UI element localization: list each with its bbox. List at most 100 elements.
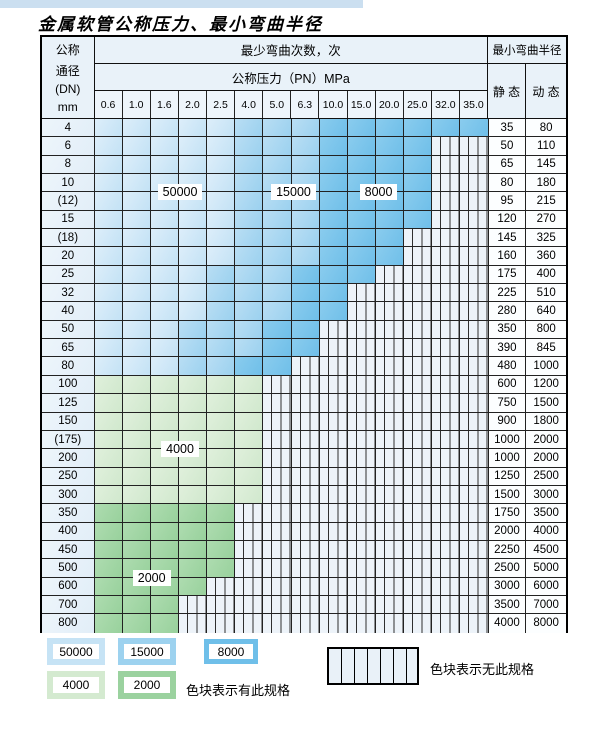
spec-color-cell bbox=[207, 412, 236, 430]
no-spec-hatch-cell bbox=[235, 504, 264, 522]
no-spec-hatch-cell bbox=[347, 485, 377, 504]
no-spec-hatch-cell bbox=[291, 394, 320, 412]
dn-cell: (18) bbox=[42, 229, 95, 247]
static-radius-cell: 480 bbox=[488, 357, 527, 375]
no-spec-hatch-cell bbox=[460, 265, 488, 284]
spec-color-cell bbox=[347, 155, 377, 174]
no-spec-hatch-cell bbox=[263, 504, 292, 522]
no-spec-hatch-cell bbox=[291, 412, 320, 430]
dynamic-radius-cell: 640 bbox=[526, 302, 566, 320]
spec-color-cell bbox=[94, 155, 123, 174]
dn-cell: 250 bbox=[42, 467, 95, 485]
no-spec-hatch-cell bbox=[319, 320, 348, 339]
spec-color-cell bbox=[150, 265, 180, 284]
spec-color-cell bbox=[207, 137, 236, 155]
no-spec-hatch-cell bbox=[404, 320, 433, 339]
spec-color-cell bbox=[179, 394, 208, 412]
table-row: 400 2000 4000 bbox=[42, 522, 566, 541]
no-spec-hatch-cell bbox=[432, 394, 461, 412]
spec-color-cell bbox=[291, 229, 320, 247]
no-spec-hatch-cell bbox=[432, 467, 461, 485]
table-row: 10 80 180 bbox=[42, 174, 566, 193]
no-spec-hatch-cell bbox=[404, 449, 433, 467]
spec-color-cell bbox=[150, 449, 180, 467]
spec-color-cell bbox=[319, 119, 348, 137]
radius-header: 最小弯曲半径 bbox=[488, 37, 566, 64]
spec-color-cell bbox=[347, 137, 377, 155]
spec-color-cell bbox=[122, 265, 151, 284]
no-spec-hatch-cell bbox=[376, 394, 405, 412]
spec-color-cell bbox=[179, 449, 208, 467]
spec-color-cell bbox=[207, 284, 236, 302]
dynamic-radius-cell: 80 bbox=[526, 119, 566, 137]
no-spec-hatch-cell bbox=[347, 467, 377, 485]
no-spec-hatch-cell bbox=[432, 357, 461, 375]
spec-color-cell bbox=[122, 375, 151, 394]
table-row: 8 65 145 bbox=[42, 155, 566, 175]
dn-cell: 400 bbox=[42, 522, 95, 540]
scan-artifact-strip bbox=[0, 0, 363, 8]
spec-color-cell bbox=[263, 247, 292, 265]
spec-color-cell bbox=[207, 339, 236, 357]
spec-color-cell bbox=[207, 485, 236, 504]
table-row: 800 4000 8000 bbox=[42, 614, 566, 633]
spec-color-cell bbox=[150, 577, 180, 595]
no-spec-hatch-cell bbox=[319, 577, 348, 595]
spec-color-cell bbox=[235, 174, 264, 192]
spec-color-cell bbox=[150, 522, 180, 540]
no-spec-hatch-cell bbox=[404, 284, 433, 302]
static-radius-cell: 1250 bbox=[488, 467, 527, 485]
dn-cell: 700 bbox=[42, 595, 95, 614]
no-spec-hatch-cell bbox=[376, 504, 405, 522]
dn-cell: 100 bbox=[42, 375, 95, 394]
no-spec-hatch-cell bbox=[376, 614, 405, 633]
spec-color-cell bbox=[150, 394, 180, 412]
spec-color-cell bbox=[179, 375, 208, 394]
no-spec-hatch-cell bbox=[263, 430, 292, 449]
spec-color-cell bbox=[179, 284, 208, 302]
dn-column-header: 公称 通径 (DN) mm bbox=[42, 37, 95, 118]
spec-color-cell bbox=[94, 247, 123, 265]
static-radius-cell: 280 bbox=[488, 302, 527, 320]
spec-color-cell bbox=[347, 265, 377, 284]
spec-color-cell bbox=[179, 247, 208, 265]
no-spec-hatch-cell bbox=[404, 375, 433, 394]
static-radius-cell: 35 bbox=[488, 119, 527, 137]
page-title: 金属软管公称压力、最小弯曲半径 bbox=[38, 15, 323, 35]
no-spec-hatch-cell bbox=[319, 540, 348, 559]
no-spec-hatch-cell bbox=[291, 357, 320, 375]
no-spec-hatch-cell bbox=[404, 247, 433, 265]
no-spec-hatch-cell bbox=[460, 302, 488, 320]
no-spec-hatch-cell bbox=[460, 210, 488, 229]
spec-color-cell bbox=[235, 412, 264, 430]
spec-color-cell bbox=[207, 559, 236, 577]
no-spec-hatch-cell bbox=[263, 595, 292, 614]
no-spec-hatch-cell bbox=[432, 137, 461, 155]
no-spec-hatch-cell bbox=[404, 357, 433, 375]
spec-color-cell bbox=[319, 174, 348, 192]
dn-cell: 350 bbox=[42, 504, 95, 522]
static-radius-cell: 900 bbox=[488, 412, 527, 430]
spec-color-cell bbox=[291, 320, 320, 339]
dn-cell: 500 bbox=[42, 559, 95, 577]
no-spec-hatch-cell bbox=[319, 614, 348, 633]
spec-color-cell bbox=[207, 302, 236, 320]
no-spec-hatch-cell bbox=[207, 577, 236, 595]
pressure-col-header: 20.0 bbox=[376, 91, 404, 118]
no-spec-hatch-cell bbox=[460, 155, 488, 174]
dn-header-line: 公称 bbox=[55, 42, 80, 57]
table-row: 40 280 640 bbox=[42, 302, 566, 321]
spec-color-cell bbox=[404, 137, 433, 155]
table-row: 20 160 360 bbox=[42, 247, 566, 266]
table-row: (175) 1000 2000 bbox=[42, 430, 566, 450]
no-spec-hatch-cell bbox=[460, 192, 488, 210]
spec-color-cell bbox=[404, 174, 433, 192]
spec-color-cell bbox=[122, 614, 151, 633]
no-spec-hatch-cell bbox=[347, 504, 377, 522]
no-spec-hatch-cell bbox=[404, 595, 433, 614]
dn-cell: 800 bbox=[42, 614, 95, 633]
spec-color-cell bbox=[122, 504, 151, 522]
spec-color-cell bbox=[122, 119, 151, 137]
spec-color-cell bbox=[150, 247, 180, 265]
spec-color-cell bbox=[94, 302, 123, 320]
